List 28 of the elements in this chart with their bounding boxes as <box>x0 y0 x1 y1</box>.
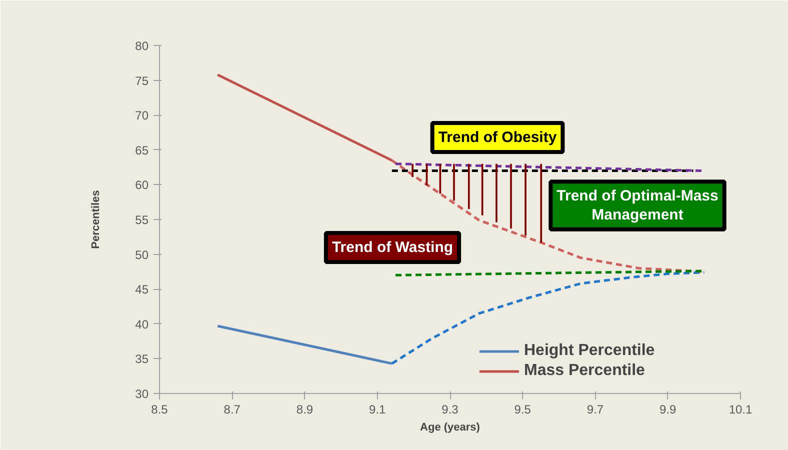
x-tick-label: 8.7 <box>224 402 241 416</box>
y-tick-label: 65 <box>135 143 149 158</box>
x-tick-label: 9.3 <box>442 402 459 416</box>
x-tick-label: 9.5 <box>514 402 532 416</box>
line-series <box>390 271 706 365</box>
y-tick-label: 40 <box>135 317 149 332</box>
y-tick-label: 35 <box>135 352 149 366</box>
x-tick-label: 8.9 <box>296 402 314 416</box>
annotation: Trend of Optimal-Mass Management <box>556 188 718 224</box>
x-tick-label: 9.9 <box>660 402 677 416</box>
y-tick-label: 70 <box>135 108 149 123</box>
annotation: Trend of Obesity <box>438 129 558 146</box>
y-tick-label: 50 <box>135 248 149 262</box>
y-tick-label: 60 <box>135 178 149 192</box>
legend-label: Height Percentile <box>524 342 655 360</box>
legend-label: Mass Percentile <box>524 362 645 380</box>
x-tick-label: 9.7 <box>586 402 604 416</box>
y-tick-label: 30 <box>135 387 149 401</box>
annotation: Trend of Wasting <box>332 239 454 256</box>
x-tick-label: 10.1 <box>728 402 753 416</box>
x-axis-title: Age (years) <box>420 422 480 434</box>
y-tick-label: 80 <box>135 39 149 53</box>
y-tick-label: 45 <box>135 282 149 297</box>
y-tick-label: 55 <box>135 213 149 227</box>
y-axis-title: Percentiles <box>90 190 102 249</box>
y-tick-label: 75 <box>135 74 149 88</box>
x-tick-label: 9.1 <box>369 402 386 416</box>
x-tick-label: 8.5 <box>151 402 168 416</box>
